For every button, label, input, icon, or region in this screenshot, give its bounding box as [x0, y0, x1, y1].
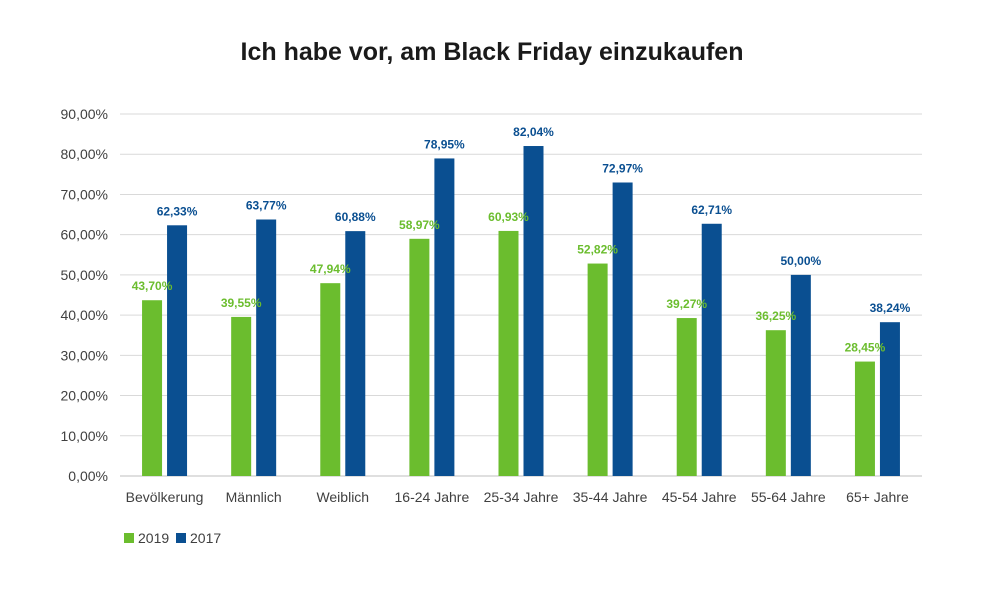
- x-tick-label: 16-24 Jahre: [395, 489, 470, 505]
- data-label-2017: 82,04%: [513, 125, 554, 139]
- legend-swatch-2019: [124, 533, 134, 543]
- bars: [142, 146, 900, 477]
- y-tick-label: 50,00%: [61, 267, 108, 283]
- y-tick-label: 90,00%: [61, 106, 108, 122]
- bar-2017: [790, 274, 811, 476]
- y-tick-label: 30,00%: [61, 347, 108, 363]
- bar-2017: [434, 158, 455, 476]
- chart-title: Ich habe vor, am Black Friday einzukaufe…: [241, 38, 744, 66]
- bar-2019: [854, 361, 875, 476]
- y-tick-label: 80,00%: [61, 146, 108, 162]
- data-label-2017: 78,95%: [424, 137, 465, 151]
- bar-2019: [498, 230, 519, 476]
- x-tick-label: Weiblich: [316, 489, 369, 505]
- y-tick-label: 60,00%: [61, 227, 108, 243]
- bar-2017: [879, 322, 900, 476]
- gridlines: [120, 113, 922, 477]
- y-tick-label: 20,00%: [61, 388, 108, 404]
- data-label-2017: 62,71%: [691, 203, 732, 217]
- data-label-2019: 60,93%: [488, 210, 529, 224]
- data-label-2019: 47,94%: [310, 262, 351, 276]
- x-tick-label: 35-44 Jahre: [573, 489, 648, 505]
- data-label-2017: 63,77%: [246, 199, 287, 213]
- data-label-2019: 43,70%: [132, 279, 173, 293]
- data-label-2019: 39,55%: [221, 296, 262, 310]
- data-label-2019: 36,25%: [755, 309, 796, 323]
- y-axis-ticks: 0,00% 10,00% 20,00% 30,00% 40,00% 50,00% 60,00…: [61, 106, 108, 484]
- legend-swatch-2017: [176, 533, 186, 543]
- bar-2019: [142, 300, 163, 476]
- bar-2019: [765, 330, 786, 476]
- bar-2019: [676, 318, 697, 476]
- bar-2017: [167, 225, 188, 476]
- x-tick-label: Bevölkerung: [126, 489, 204, 505]
- bar-2019: [320, 283, 341, 476]
- data-label-2019: 28,45%: [845, 341, 886, 355]
- legend-label-2019: 2019: [138, 530, 169, 546]
- x-tick-label: 55-64 Jahre: [751, 489, 826, 505]
- bar-2017: [345, 231, 366, 476]
- bar-2017: [523, 146, 544, 476]
- data-label-2017: 62,33%: [157, 204, 198, 218]
- y-tick-label: 10,00%: [61, 428, 108, 444]
- bar-2017: [701, 223, 722, 476]
- data-label-2017: 72,97%: [602, 161, 643, 175]
- bar-2019: [231, 316, 252, 476]
- data-label-2019: 39,27%: [666, 297, 707, 311]
- x-tick-label: 65+ Jahre: [846, 489, 909, 505]
- legend-label-2017: 2017: [190, 530, 221, 546]
- x-tick-label: 45-54 Jahre: [662, 489, 737, 505]
- x-tick-label: 25-34 Jahre: [484, 489, 559, 505]
- bar-2017: [612, 182, 633, 476]
- data-label-2017: 50,00%: [780, 254, 821, 268]
- bar-2017: [256, 219, 277, 477]
- data-label-2017: 60,88%: [335, 210, 376, 224]
- legend: 2019 2017: [124, 530, 221, 546]
- x-axis-ticks: Bevölkerung Männlich Weiblich 16-24 Jahre 25…: [126, 489, 909, 505]
- y-tick-label: 0,00%: [68, 468, 108, 484]
- data-label-2019: 58,97%: [399, 218, 440, 232]
- bar-2019: [587, 263, 608, 476]
- data-labels: 43,70% 62,33% 39,55% 63,77% 47,94% 60,88% 58,9…: [132, 125, 911, 355]
- data-label-2017: 38,24%: [870, 301, 911, 315]
- bar-2019: [409, 238, 430, 476]
- y-tick-label: 40,00%: [61, 307, 108, 323]
- x-tick-label: Männlich: [226, 489, 282, 505]
- y-tick-label: 70,00%: [61, 186, 108, 202]
- data-label-2019: 52,82%: [577, 243, 618, 257]
